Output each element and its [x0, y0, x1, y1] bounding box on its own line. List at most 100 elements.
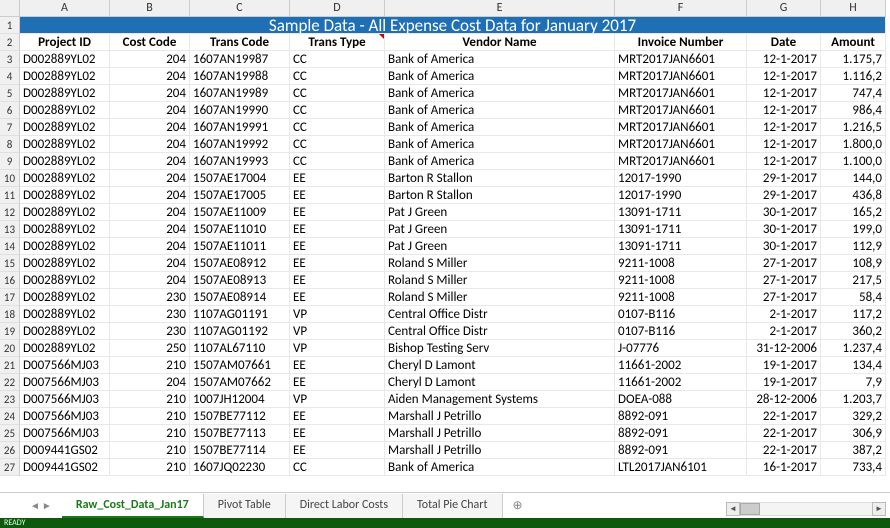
data-cell[interactable]: 27-1-2017	[747, 272, 821, 289]
data-cell[interactable]: 1007JH12004	[190, 391, 290, 408]
data-cell[interactable]: 204	[110, 374, 190, 391]
data-cell[interactable]: 28-12-2006	[747, 391, 821, 408]
data-cell[interactable]: 8892-091	[615, 425, 747, 442]
data-cell[interactable]: Bank of America	[385, 119, 615, 136]
data-cell[interactable]: CC	[290, 51, 385, 68]
header-cell[interactable]: Amount	[821, 34, 886, 51]
data-cell[interactable]: 1107AG01191	[190, 306, 290, 323]
data-cell[interactable]: D002889YL02	[20, 187, 110, 204]
data-cell[interactable]: 204	[110, 272, 190, 289]
data-cell[interactable]: 12-1-2017	[747, 102, 821, 119]
data-cell[interactable]: 112,9	[821, 238, 886, 255]
row-header[interactable]: 25	[0, 425, 20, 442]
data-cell[interactable]: 1.800,0	[821, 136, 886, 153]
data-cell[interactable]: 1.216,5	[821, 119, 886, 136]
data-cell[interactable]: 1.100,0	[821, 153, 886, 170]
data-cell[interactable]: 1607AN19990	[190, 102, 290, 119]
data-cell[interactable]: 13091-1711	[615, 221, 747, 238]
data-cell[interactable]: 204	[110, 221, 190, 238]
row-header[interactable]: 10	[0, 170, 20, 187]
data-cell[interactable]: 165,2	[821, 204, 886, 221]
data-cell[interactable]: D002889YL02	[20, 272, 110, 289]
row-header[interactable]: 26	[0, 442, 20, 459]
data-cell[interactable]: LTL2017JAN6101	[615, 459, 747, 476]
row-header[interactable]: 27	[0, 459, 20, 476]
data-cell[interactable]: CC	[290, 119, 385, 136]
data-cell[interactable]: 230	[110, 306, 190, 323]
data-cell[interactable]: 117,2	[821, 306, 886, 323]
data-cell[interactable]: 12-1-2017	[747, 153, 821, 170]
data-cell[interactable]: Bank of America	[385, 102, 615, 119]
scroll-track[interactable]	[740, 502, 872, 516]
scroll-right-button[interactable]: ►	[872, 502, 886, 516]
nav-next-icon[interactable]: ►	[42, 499, 52, 512]
data-cell[interactable]: D007566MJ03	[20, 374, 110, 391]
data-cell[interactable]: EE	[290, 357, 385, 374]
row-header[interactable]: 1	[0, 17, 20, 34]
data-cell[interactable]: D002889YL02	[20, 68, 110, 85]
data-cell[interactable]: D002889YL02	[20, 255, 110, 272]
header-cell[interactable]: Vendor Name	[385, 34, 615, 51]
data-cell[interactable]: 1507AE08912	[190, 255, 290, 272]
sheet-tab[interactable]: Direct Labor Costs	[286, 494, 403, 518]
data-cell[interactable]: EE	[290, 408, 385, 425]
data-cell[interactable]: 204	[110, 85, 190, 102]
data-cell[interactable]: 31-12-2006	[747, 340, 821, 357]
data-cell[interactable]: D002889YL02	[20, 102, 110, 119]
data-cell[interactable]: 360,2	[821, 323, 886, 340]
data-cell[interactable]: D002889YL02	[20, 340, 110, 357]
data-cell[interactable]: 250	[110, 340, 190, 357]
data-cell[interactable]: 210	[110, 425, 190, 442]
data-cell[interactable]: 204	[110, 238, 190, 255]
data-cell[interactable]: Roland S Miller	[385, 289, 615, 306]
data-cell[interactable]: Barton R Stallon	[385, 170, 615, 187]
data-cell[interactable]: 387,2	[821, 442, 886, 459]
data-cell[interactable]: D002889YL02	[20, 323, 110, 340]
data-cell[interactable]: D007566MJ03	[20, 408, 110, 425]
data-cell[interactable]: 13091-1711	[615, 238, 747, 255]
data-cell[interactable]: MRT2017JAN6601	[615, 136, 747, 153]
scroll-left-button[interactable]: ◄	[726, 502, 740, 516]
data-cell[interactable]: D002889YL02	[20, 289, 110, 306]
data-cell[interactable]: 1.237,4	[821, 340, 886, 357]
data-cell[interactable]: CC	[290, 153, 385, 170]
data-cell[interactable]: MRT2017JAN6601	[615, 102, 747, 119]
data-cell[interactable]: 1607AN19992	[190, 136, 290, 153]
data-cell[interactable]: 1607AN19987	[190, 51, 290, 68]
row-header[interactable]: 6	[0, 102, 20, 119]
data-cell[interactable]: EE	[290, 289, 385, 306]
data-cell[interactable]: Pat J Green	[385, 204, 615, 221]
data-cell[interactable]: 306,9	[821, 425, 886, 442]
select-all-corner[interactable]	[0, 0, 20, 17]
data-cell[interactable]: 0107-B116	[615, 323, 747, 340]
data-cell[interactable]: 1507BE77114	[190, 442, 290, 459]
data-cell[interactable]: EE	[290, 442, 385, 459]
data-cell[interactable]: 30-1-2017	[747, 238, 821, 255]
data-cell[interactable]: D009441GS02	[20, 459, 110, 476]
row-header[interactable]: 15	[0, 255, 20, 272]
data-cell[interactable]: 19-1-2017	[747, 374, 821, 391]
data-cell[interactable]: D002889YL02	[20, 221, 110, 238]
data-cell[interactable]: Marshall J Petrillo	[385, 442, 615, 459]
data-cell[interactable]: 986,4	[821, 102, 886, 119]
data-cell[interactable]: 1607JQ02230	[190, 459, 290, 476]
data-cell[interactable]: 217,5	[821, 272, 886, 289]
data-cell[interactable]: EE	[290, 374, 385, 391]
data-cell[interactable]: 144,0	[821, 170, 886, 187]
data-cell[interactable]: 1.175,7	[821, 51, 886, 68]
data-cell[interactable]: Cheryl D Lamont	[385, 357, 615, 374]
data-cell[interactable]: 1507AE17005	[190, 187, 290, 204]
data-cell[interactable]: 1507AE11010	[190, 221, 290, 238]
data-cell[interactable]: 329,2	[821, 408, 886, 425]
data-cell[interactable]: 16-1-2017	[747, 459, 821, 476]
data-cell[interactable]: 199,0	[821, 221, 886, 238]
row-header[interactable]: 24	[0, 408, 20, 425]
data-cell[interactable]: 230	[110, 289, 190, 306]
data-cell[interactable]: 1607AN19988	[190, 68, 290, 85]
data-cell[interactable]: 11661-2002	[615, 374, 747, 391]
title-cell[interactable]: Sample Data - All Expense Cost Data for …	[20, 17, 886, 34]
data-cell[interactable]: 1507BE77113	[190, 425, 290, 442]
column-header[interactable]: G	[747, 0, 821, 17]
data-cell[interactable]: D002889YL02	[20, 238, 110, 255]
data-cell[interactable]: 204	[110, 170, 190, 187]
